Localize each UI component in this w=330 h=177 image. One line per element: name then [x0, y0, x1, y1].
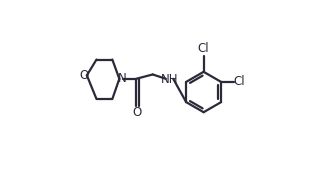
- Text: O: O: [79, 69, 88, 82]
- Text: NH: NH: [161, 73, 178, 86]
- Text: Cl: Cl: [233, 75, 245, 88]
- Text: Cl: Cl: [198, 42, 210, 55]
- Text: N: N: [118, 72, 126, 85]
- Text: O: O: [133, 106, 142, 119]
